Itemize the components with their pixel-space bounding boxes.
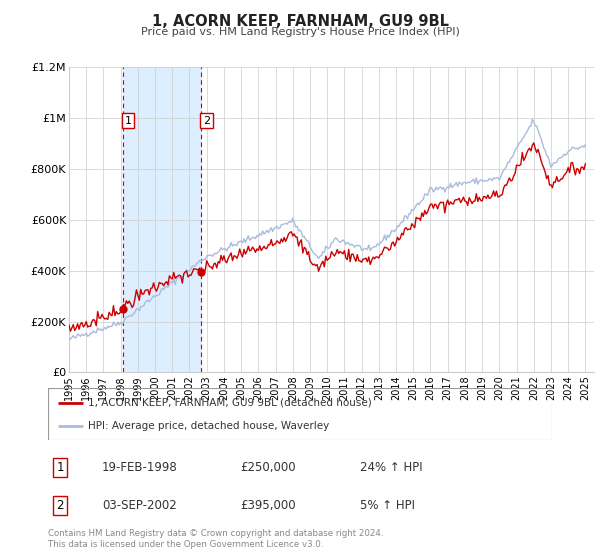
Text: 2: 2: [56, 499, 64, 512]
Text: 1: 1: [125, 115, 131, 125]
Text: 1, ACORN KEEP, FARNHAM, GU9 9BL (detached house): 1, ACORN KEEP, FARNHAM, GU9 9BL (detache…: [88, 398, 372, 408]
Text: 5% ↑ HPI: 5% ↑ HPI: [360, 499, 415, 512]
Text: 2: 2: [203, 115, 210, 125]
Text: £250,000: £250,000: [240, 461, 296, 474]
Text: 03-SEP-2002: 03-SEP-2002: [102, 499, 177, 512]
Text: 19-FEB-1998: 19-FEB-1998: [102, 461, 178, 474]
Text: 1: 1: [56, 461, 64, 474]
Text: Contains HM Land Registry data © Crown copyright and database right 2024.
This d: Contains HM Land Registry data © Crown c…: [48, 529, 383, 549]
Text: 1, ACORN KEEP, FARNHAM, GU9 9BL: 1, ACORN KEEP, FARNHAM, GU9 9BL: [151, 14, 449, 29]
Text: 24% ↑ HPI: 24% ↑ HPI: [360, 461, 422, 474]
Text: HPI: Average price, detached house, Waverley: HPI: Average price, detached house, Wave…: [88, 421, 329, 431]
Bar: [123, 67, 201, 372]
Text: £395,000: £395,000: [240, 499, 296, 512]
Text: Price paid vs. HM Land Registry's House Price Index (HPI): Price paid vs. HM Land Registry's House …: [140, 27, 460, 37]
